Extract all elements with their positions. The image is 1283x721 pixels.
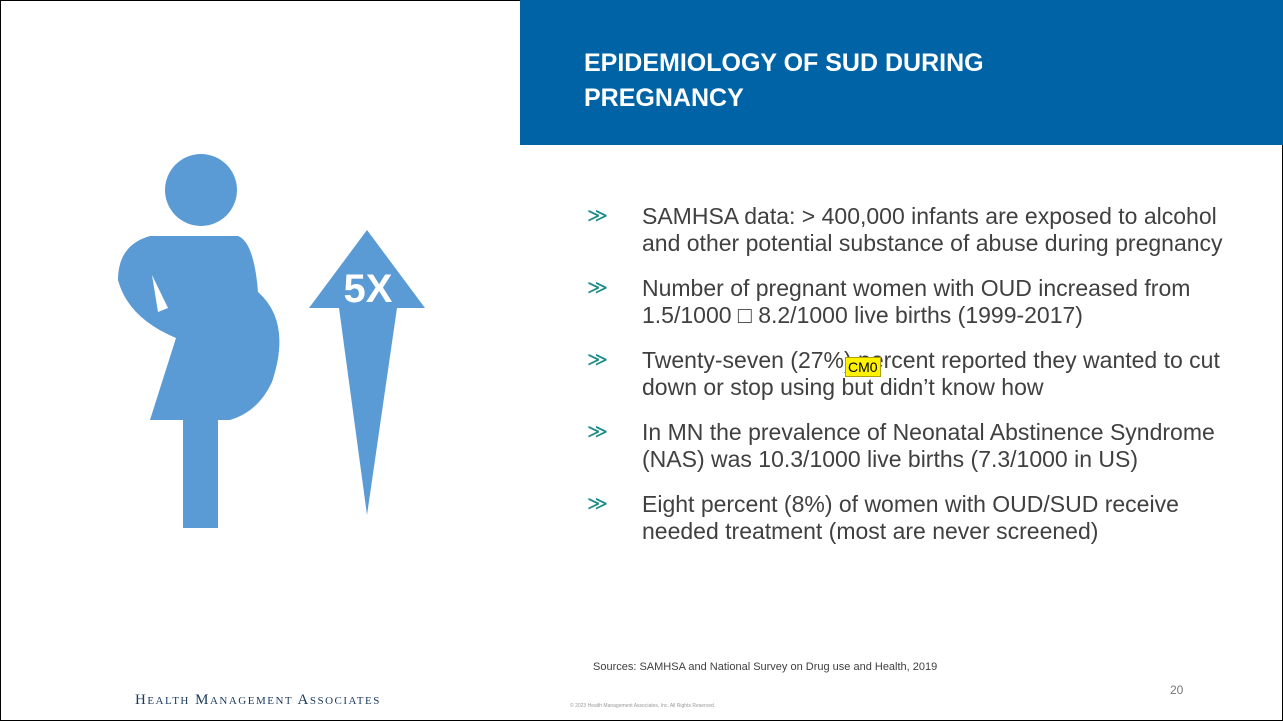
up-arrow (309, 230, 425, 515)
arrow-label: 5X (344, 267, 393, 311)
logo: Health Management Associates (135, 692, 381, 708)
bullet-marker: ≫ (587, 493, 608, 515)
sources: Sources: SAMHSA and National Survey on D… (593, 661, 938, 673)
bullet: ≫ Twenty-seven (27%) percent reported the… (587, 347, 1227, 401)
bullet: ≫ Eight percent (8%) of women with OUD/SU… (587, 491, 1227, 545)
bullet-text: SAMHSA data: > 400,000 infants are expos… (642, 203, 1223, 256)
bullet: ≫ Number of pregnant women with OUD incre… (587, 275, 1227, 329)
arm-gap (152, 275, 168, 312)
page-number: 20 (1170, 683, 1184, 697)
copyright: © 2023 Health Management Associates, Inc… (570, 703, 716, 709)
bullet: ≫ In MN the prevalence of Neonatal Abstin… (587, 419, 1227, 473)
bullet-marker: ≫ (587, 205, 608, 227)
pregnant-figure (118, 154, 280, 528)
bullet-text: Number of pregnant women with OUD increa… (642, 275, 1191, 328)
bullet-text: In MN the prevalence of Neonatal Abstine… (642, 419, 1215, 472)
bullet-text: Twenty-seven (27%) percent reported they… (642, 347, 1220, 400)
bullet-marker: ≫ (587, 349, 608, 371)
bullet-text: Eight percent (8%) of women with OUD/SUD… (642, 491, 1179, 544)
title-bar: EPIDEMIOLOGY OF SUD DURING PREGNANCY (520, 0, 1283, 145)
bullet-marker: ≫ (587, 277, 608, 299)
comment-tag[interactable]: CM0 (845, 357, 881, 377)
bullet: ≫ SAMHSA data: > 400,000 infants are expo… (587, 203, 1227, 257)
bullet-marker: ≫ (587, 421, 608, 443)
illustration: 5X (118, 154, 425, 528)
slide-title: EPIDEMIOLOGY OF SUD DURING PREGNANCY (584, 49, 984, 112)
bullet-list: ≫ SAMHSA data: > 400,000 infants are expo… (587, 203, 1227, 563)
